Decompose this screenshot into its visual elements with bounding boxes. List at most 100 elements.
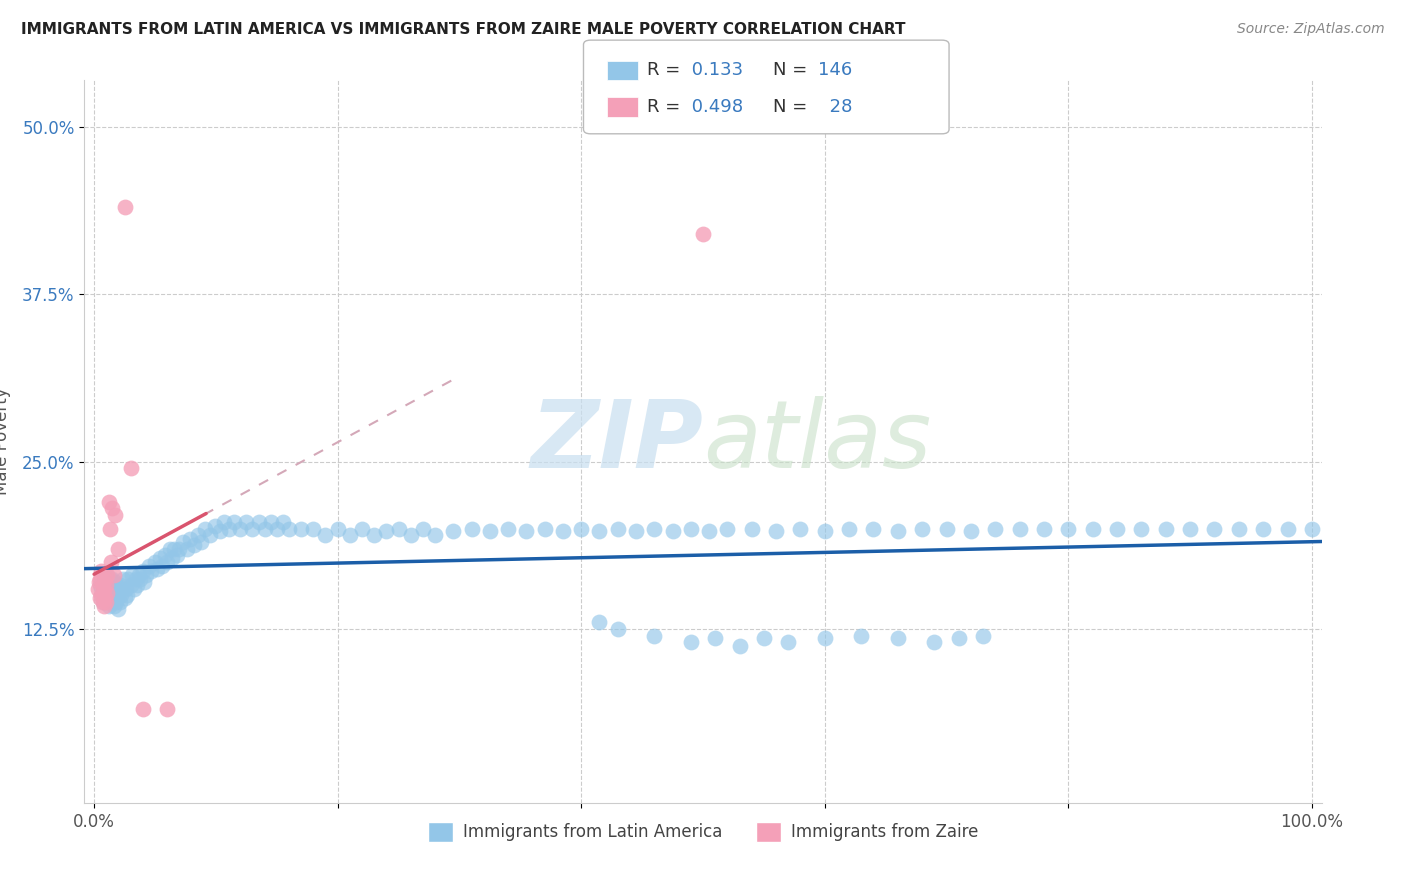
Point	[89, 573, 111, 587]
Point	[194, 521, 217, 535]
Point	[326, 521, 349, 535]
Point	[972, 628, 994, 642]
Point	[159, 541, 181, 556]
Point	[224, 515, 246, 529]
Point	[229, 521, 252, 535]
Point	[121, 568, 143, 582]
Point	[375, 524, 398, 538]
Point	[101, 573, 124, 587]
Point	[862, 521, 884, 535]
Point	[114, 591, 136, 606]
Point	[96, 568, 118, 582]
Point	[101, 501, 124, 516]
Point	[679, 635, 702, 649]
Point	[588, 524, 610, 538]
Point	[569, 521, 592, 535]
Point	[1033, 521, 1056, 535]
Point	[235, 515, 257, 529]
Point	[314, 528, 336, 542]
Point	[661, 524, 683, 538]
Point	[107, 586, 129, 600]
Point	[93, 582, 115, 596]
Text: N =: N =	[773, 62, 813, 79]
Point	[253, 521, 276, 535]
Point	[606, 521, 628, 535]
Point	[110, 589, 132, 603]
Point	[100, 555, 122, 569]
Point	[90, 565, 112, 579]
Point	[1178, 521, 1201, 535]
Point	[87, 575, 110, 590]
Point	[156, 555, 179, 569]
Point	[741, 521, 763, 535]
Text: R =: R =	[647, 62, 686, 79]
Point	[606, 622, 628, 636]
Point	[643, 628, 665, 642]
Point	[588, 615, 610, 630]
Point	[948, 632, 970, 646]
Point	[129, 573, 152, 587]
Point	[94, 573, 117, 587]
Point	[107, 602, 129, 616]
Point	[128, 568, 150, 582]
Point	[624, 524, 647, 538]
Point	[838, 521, 860, 535]
Point	[515, 524, 537, 538]
Point	[172, 535, 194, 549]
Point	[643, 521, 665, 535]
Point	[87, 582, 110, 596]
Point	[496, 521, 519, 535]
Text: IMMIGRANTS FROM LATIN AMERICA VS IMMIGRANTS FROM ZAIRE MALE POVERTY CORRELATION : IMMIGRANTS FROM LATIN AMERICA VS IMMIGRA…	[21, 22, 905, 37]
Point	[114, 201, 136, 215]
Text: ZIP: ZIP	[530, 395, 703, 488]
Point	[135, 568, 157, 582]
Point	[814, 524, 837, 538]
Point	[91, 578, 114, 592]
Legend: Immigrants from Latin America, Immigrants from Zaire: Immigrants from Latin America, Immigrant…	[422, 815, 984, 848]
Point	[704, 632, 727, 646]
Point	[187, 528, 209, 542]
Point	[93, 599, 115, 614]
Point	[124, 582, 146, 596]
Point	[97, 578, 120, 592]
Point	[108, 578, 131, 592]
Point	[302, 521, 325, 535]
Point	[132, 702, 155, 716]
Point	[679, 521, 702, 535]
Point	[91, 595, 114, 609]
Point	[96, 595, 118, 609]
Point	[153, 548, 176, 563]
Point	[107, 541, 129, 556]
Point	[1204, 521, 1226, 535]
Point	[143, 555, 166, 569]
Point	[214, 515, 236, 529]
Point	[100, 582, 122, 596]
Point	[789, 521, 811, 535]
Point	[218, 521, 240, 535]
Point	[350, 521, 373, 535]
Point	[120, 461, 142, 475]
Point	[1227, 521, 1250, 535]
Point	[90, 589, 112, 603]
Point	[339, 528, 361, 542]
Point	[1301, 521, 1323, 535]
Point	[1251, 521, 1274, 535]
Point	[146, 562, 169, 576]
Point	[89, 578, 111, 592]
Point	[96, 586, 118, 600]
Point	[90, 589, 112, 603]
Point	[96, 586, 118, 600]
Point	[387, 521, 409, 535]
Point	[156, 702, 179, 716]
Point	[271, 515, 294, 529]
Point	[94, 591, 117, 606]
Point	[163, 541, 186, 556]
Point	[141, 565, 163, 579]
Text: R =: R =	[647, 98, 686, 116]
Point	[423, 528, 446, 542]
Point	[1081, 521, 1104, 535]
Point	[208, 524, 231, 538]
Point	[138, 558, 160, 574]
Point	[97, 599, 120, 614]
Point	[96, 578, 118, 592]
